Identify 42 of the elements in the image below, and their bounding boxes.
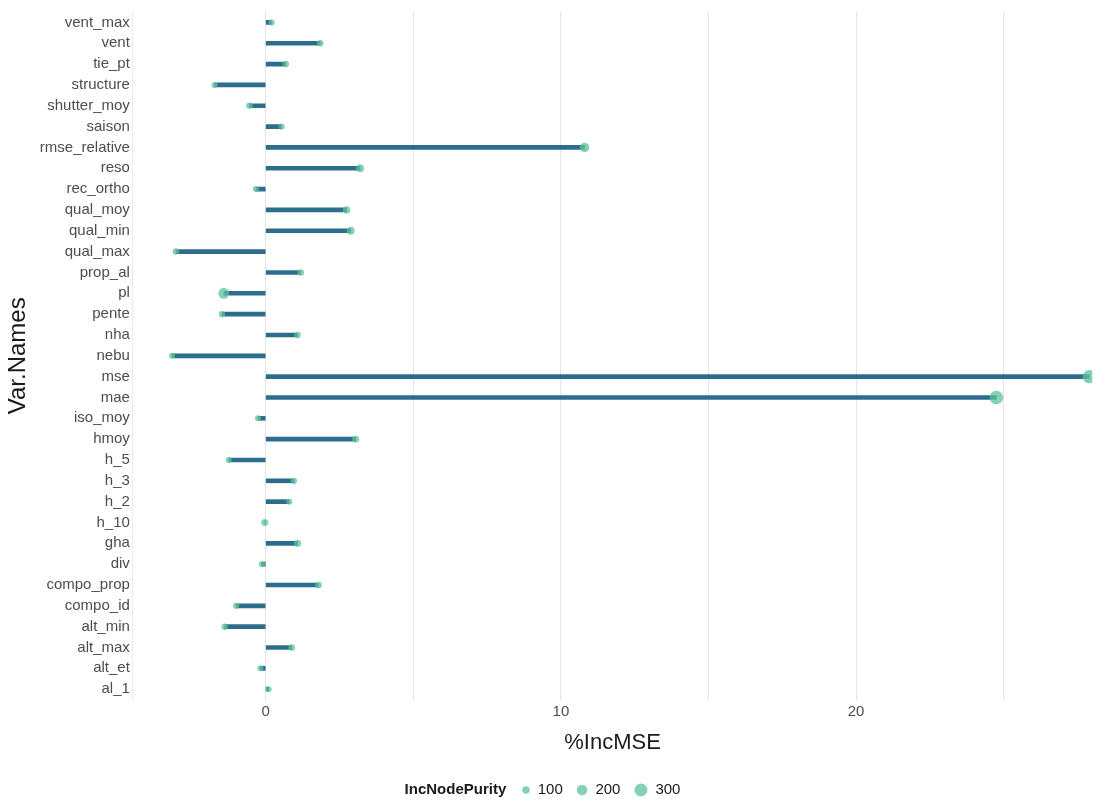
y-tick-label: structure [71,75,130,93]
x-tick-label: 10 [552,701,570,719]
y-tick-label: tie_pt [93,54,131,72]
y-tick-label: h_3 [104,470,130,488]
y-tick-label: qual_min [68,220,130,238]
y-tick-label: h_5 [104,450,130,468]
y-tick-label: vent [101,33,131,51]
x-axis-title: %IncMSE [564,728,661,754]
y-tick-label: mae [100,387,130,405]
legend-label: 200 [595,780,621,798]
x-tick-label: 20 [847,701,865,719]
y-tick-label: compo_id [64,595,130,613]
legend-label: 100 [537,780,563,798]
legend-label: 300 [655,780,681,798]
y-tick-label: reso [100,158,130,176]
y-tick-label: prop_al [79,262,130,280]
x-tick-label: 0 [261,701,270,719]
y-tick-label: shutter_moy [47,95,131,113]
y-tick-label: gha [104,533,131,551]
y-tick-label: rec_ortho [66,179,130,197]
y-tick-label: vent_max [64,12,131,30]
y-tick-label: iso_moy [73,408,131,426]
legend-title: IncNodePurity [404,780,507,798]
y-tick-label: h_2 [104,491,130,509]
y-tick-label: hmoy [93,429,131,447]
y-tick-label: qual_max [64,241,131,259]
y-tick-label: alt_max [77,637,131,655]
y-tick-label: saison [86,116,130,134]
y-tick-label: al_1 [101,679,130,697]
y-tick-label: rmse_relative [39,137,130,155]
y-tick-label: h_10 [96,512,130,530]
y-tick-label: compo_prop [46,575,130,593]
y-tick-label: nha [104,325,131,343]
y-tick-label: pente [92,304,130,322]
y-tick-label: qual_moy [64,200,131,218]
y-tick-label: mse [101,366,130,384]
y-tick-label: pl [118,283,130,301]
y-tick-label: alt_min [81,616,130,634]
y-tick-label: div [110,554,131,572]
y-axis-title: Var.Names [3,297,31,415]
y-tick-label: alt_et [93,658,131,676]
y-tick-label: nebu [96,345,130,363]
